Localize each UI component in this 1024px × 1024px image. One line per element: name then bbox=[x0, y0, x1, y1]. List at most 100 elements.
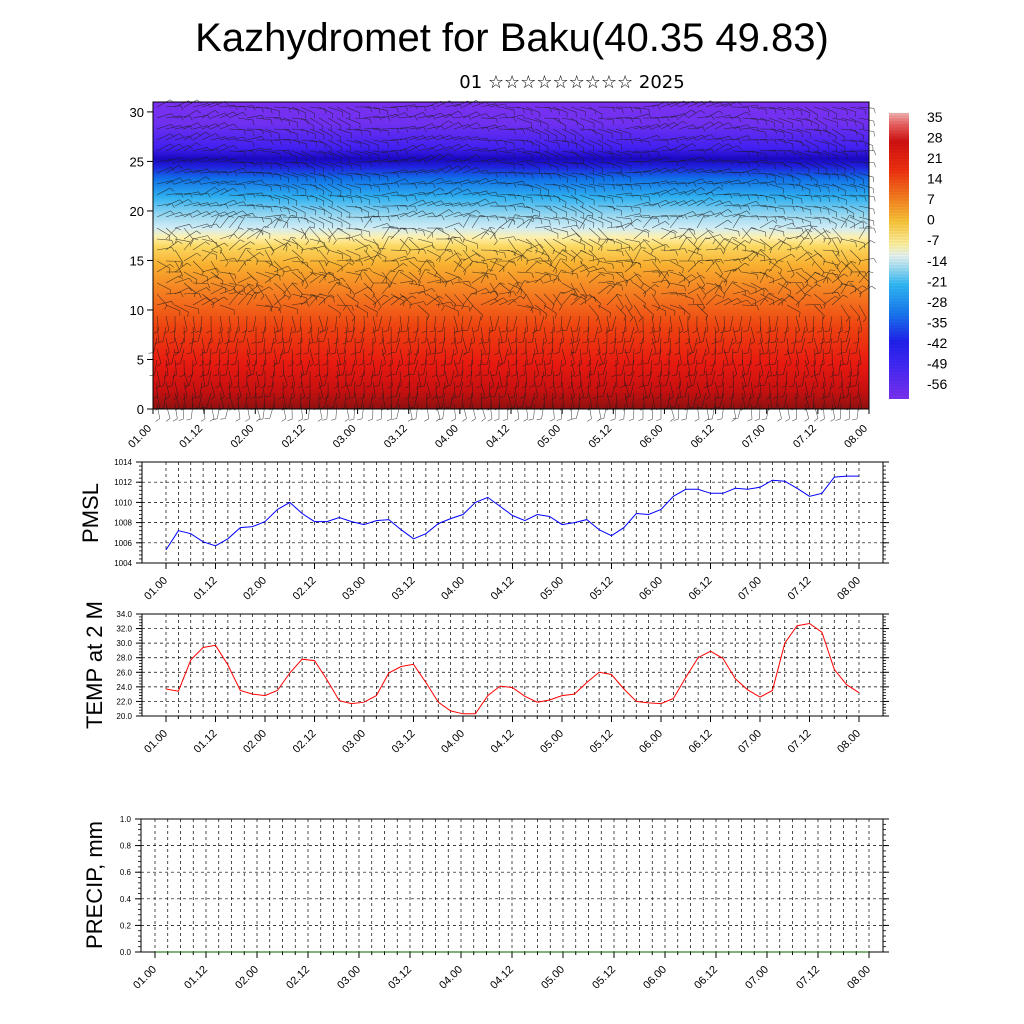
x-tick-label: 01.12 bbox=[192, 728, 220, 756]
x-tick-label: 06.12 bbox=[692, 964, 720, 992]
y-tick-label: 28.0 bbox=[116, 654, 132, 663]
colorbar-gradient bbox=[889, 113, 909, 399]
x-tick-label: 08.00 bbox=[842, 423, 870, 451]
x-tick-label: 07.12 bbox=[794, 964, 822, 992]
x-tick-label: 04.12 bbox=[488, 964, 516, 992]
x-tick-label: 03.12 bbox=[382, 423, 410, 451]
y-tick-label: 1014 bbox=[114, 458, 132, 467]
colorbar-label: -28 bbox=[927, 294, 947, 310]
colorbar-label: -56 bbox=[927, 376, 947, 392]
y-tick-label: 0 bbox=[137, 402, 144, 417]
x-tick-label: 02.12 bbox=[284, 964, 312, 992]
colorbar-label: 28 bbox=[927, 130, 943, 146]
y-tick-label: 30.0 bbox=[116, 639, 132, 648]
x-tick-label: 06.12 bbox=[687, 575, 715, 603]
y-tick-label: 1012 bbox=[114, 478, 132, 487]
wind-barbs bbox=[148, 99, 877, 422]
x-tick-label: 06.00 bbox=[637, 728, 665, 756]
x-tick-label: 07.00 bbox=[736, 575, 764, 603]
colorbar-labels: 35 28 21 14 7 0 -7 -14 -21 -28 -35 -42 -49 -56 bbox=[927, 109, 947, 392]
y-tick-label: 1.0 bbox=[120, 815, 132, 824]
x-tick-label: 03.12 bbox=[386, 964, 414, 992]
y-tick-label: 1010 bbox=[114, 498, 132, 507]
x-tick-label: 04.00 bbox=[439, 728, 467, 756]
x-tick-label: 05.12 bbox=[590, 964, 618, 992]
colorbar-label: 14 bbox=[927, 171, 943, 187]
x-tick-label: 08.00 bbox=[835, 728, 863, 756]
x-tick-label: 01.00 bbox=[126, 423, 154, 451]
series-line bbox=[165, 622, 860, 715]
x-tick-label: 06.00 bbox=[638, 423, 666, 451]
pmsl-panel: 1004 1006 1008 1010 1012 1014 01.00 01.12 02.00 0… bbox=[78, 458, 889, 603]
x-tick-label: 02.00 bbox=[241, 575, 269, 603]
x-tick-label: 04.00 bbox=[439, 575, 467, 603]
x-tick-label: 05.00 bbox=[538, 575, 566, 603]
colorbar-label: -35 bbox=[927, 314, 947, 330]
x-tick-label: 01.00 bbox=[131, 964, 159, 992]
x-tick-label: 05.00 bbox=[535, 423, 563, 451]
temp-panel: 20.0 22.0 24.0 26.0 28.0 30.0 32.0 34.0 01.00 01.… bbox=[82, 601, 889, 756]
x-tick-label: 08.00 bbox=[845, 964, 873, 992]
x-tick-label: 04.12 bbox=[484, 423, 512, 451]
y-tick-label: 0.8 bbox=[120, 842, 132, 851]
x-tick-label: 02.00 bbox=[241, 728, 269, 756]
x-tick-label: 07.12 bbox=[791, 423, 819, 451]
y-tick-label: 15 bbox=[130, 253, 144, 268]
x-tick-label: 04.12 bbox=[489, 728, 517, 756]
y-tick-label: 32.0 bbox=[116, 625, 132, 634]
colorbar-label: -14 bbox=[927, 253, 947, 269]
x-tick-label: 07.00 bbox=[736, 728, 764, 756]
x-tick-label: 01.12 bbox=[182, 964, 210, 992]
y-axis-label: PRECIP, mm bbox=[82, 821, 107, 949]
chart-subtitle: 01 ☆☆☆☆☆☆☆☆☆ 2025 bbox=[459, 72, 685, 93]
x-tick-label: 03.00 bbox=[335, 964, 363, 992]
y-tick-label: 26.0 bbox=[116, 668, 132, 677]
x-tick-label: 05.12 bbox=[588, 575, 616, 603]
wind-barb-layer bbox=[148, 99, 877, 422]
x-tick-label: 01.00 bbox=[142, 728, 170, 756]
x-tick-label: 07.12 bbox=[786, 575, 814, 603]
x-tick-label: 01.12 bbox=[192, 575, 220, 603]
x-tick-label: 01.12 bbox=[177, 423, 205, 451]
series-line bbox=[165, 475, 859, 551]
y-tick-label: 25 bbox=[130, 154, 144, 169]
colorbar-label: 0 bbox=[927, 212, 935, 228]
x-tick-label: 02.00 bbox=[228, 423, 256, 451]
x-tick-label: 03.00 bbox=[340, 728, 368, 756]
y-tick-label: 1004 bbox=[114, 559, 132, 568]
colorbar-label: -49 bbox=[927, 355, 947, 371]
y-tick-label: 0.6 bbox=[120, 868, 132, 877]
precip-panel: 0.0 0.2 0.4 0.6 0.8 1.0 01.00 01.12 02.00 02.12 03… bbox=[82, 815, 889, 992]
x-tick-label: 06.00 bbox=[637, 575, 665, 603]
y-tick-label: 20 bbox=[130, 204, 144, 219]
x-tick-label: 02.00 bbox=[233, 964, 261, 992]
y-tick-label: 0.2 bbox=[120, 921, 132, 930]
chart-title: Kazhydromet for Baku(40.35 49.83) bbox=[195, 16, 829, 60]
colorbar-bands bbox=[889, 112, 909, 399]
y-tick-label: 5 bbox=[137, 352, 144, 367]
x-tick-label: 06.12 bbox=[689, 423, 717, 451]
x-tick-label: 01.00 bbox=[142, 575, 170, 603]
colorbar: 35 28 21 14 7 0 -7 -14 -21 -28 -35 -42 -49 -56 bbox=[889, 109, 947, 399]
x-tick-label: 05.12 bbox=[586, 423, 614, 451]
y-tick-label: 30 bbox=[130, 105, 144, 120]
x-tick-label: 05.12 bbox=[588, 728, 616, 756]
x-tick-label: 05.00 bbox=[539, 964, 567, 992]
x-tick-label: 04.00 bbox=[433, 423, 461, 451]
x-tick-label: 04.12 bbox=[489, 575, 517, 603]
x-tick-label: 07.00 bbox=[740, 423, 768, 451]
x-tick-label: 06.12 bbox=[687, 728, 715, 756]
colorbar-label: -7 bbox=[927, 232, 940, 248]
y-axis-label: TEMP at 2 M bbox=[82, 601, 107, 729]
y-tick-label: 10 bbox=[130, 303, 144, 318]
colorbar-label: 21 bbox=[927, 150, 943, 166]
x-tick-label: 03.00 bbox=[331, 423, 359, 451]
x-tick-label: 02.12 bbox=[291, 728, 319, 756]
x-tick-label: 02.12 bbox=[291, 575, 319, 603]
y-tick-label: 24.0 bbox=[116, 683, 132, 692]
y-tick-label: 1008 bbox=[114, 519, 132, 528]
cross-section-panel: 0 5 10 15 20 25 30 01.00 01.12 02.00 02.12 03.00 03.… bbox=[126, 99, 877, 451]
x-tick-label: 02.12 bbox=[280, 423, 308, 451]
y-tick-label: 34.0 bbox=[116, 610, 132, 619]
